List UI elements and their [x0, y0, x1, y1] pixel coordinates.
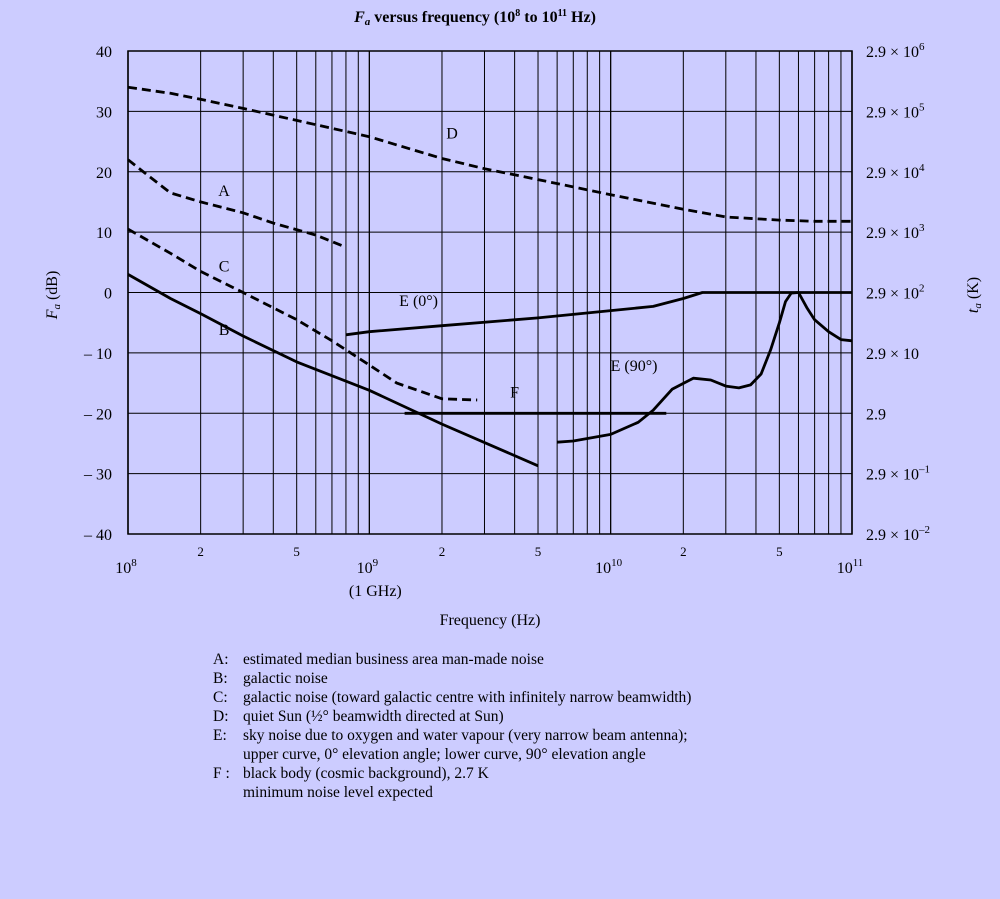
legend-text: sky noise due to oxygen and water vapour…: [243, 727, 688, 744]
series-line-d: [127, 85, 852, 223]
series-line-e-0: [345, 291, 852, 337]
x-tick-label-minor: 5: [535, 544, 542, 559]
x-axis-title: Frequency (Hz): [440, 612, 541, 629]
y-axis-title-left: Fa (dB): [44, 271, 63, 321]
series-layer: A B C D E (0°) E (90°) F: [127, 85, 853, 468]
x-tick-label-minor: 2: [680, 544, 687, 559]
legend: A: estimated median business area man-mad…: [213, 650, 691, 802]
legend-key: B:: [213, 670, 228, 687]
y-tick-label-right: 2.9 × 105: [866, 101, 925, 121]
legend-text-continued: upper curve, 0° elevation angle; lower c…: [243, 746, 646, 763]
y-tick-label-right: 2.9 × 10–2: [866, 524, 930, 544]
series-line-b: [127, 273, 539, 468]
legend-item: B: galactic noise: [213, 669, 691, 688]
x-tick-label-minor: 5: [293, 544, 300, 559]
legend-key: E:: [213, 727, 227, 744]
series-label-e-90: E (90°): [611, 358, 658, 375]
x-tick-label-major: 1011: [837, 557, 864, 577]
legend-key: F :: [213, 765, 230, 782]
x-tick-label-minor: 2: [197, 544, 204, 559]
x-tick-label-major: 109: [357, 557, 379, 577]
x-tick-label-major: 108: [115, 557, 137, 577]
series-label-b: B: [219, 322, 230, 339]
y-tick-label-right: 2.9 × 103: [866, 222, 925, 242]
legend-item: F : black body (cosmic background), 2.7 K: [213, 764, 691, 783]
series-label-a: A: [218, 183, 230, 200]
y-tick-label-left: 40: [96, 44, 112, 61]
legend-text: quiet Sun (½° beamwidth directed at Sun): [243, 708, 504, 725]
y-tick-label-left: – 20: [83, 406, 112, 423]
y-tick-label-right: 2.9 × 10: [866, 346, 919, 363]
x-tick-label-minor: 2: [439, 544, 446, 559]
y-tick-label-right: 2.9 × 102: [866, 283, 925, 303]
y-tick-label-left: – 30: [83, 467, 112, 484]
plot-grid: [127, 50, 853, 535]
y-tick-label-left: 30: [96, 104, 112, 121]
legend-text: galactic noise: [243, 670, 328, 687]
y-tick-label-left: 20: [96, 165, 112, 182]
legend-item: D: quiet Sun (½° beamwidth directed at Su…: [213, 707, 691, 726]
series-line-e-90: [556, 291, 853, 444]
series-label-f: F: [510, 385, 519, 402]
series-label-d: D: [446, 126, 458, 143]
y-tick-label-left: – 40: [83, 527, 112, 544]
legend-text-continued: minimum noise level expected: [243, 784, 433, 801]
legend-item: A: estimated median business area man-mad…: [213, 650, 691, 669]
x-tick-label-extra: (1 GHz): [349, 583, 402, 600]
legend-text: estimated median business area man-made …: [243, 651, 544, 668]
legend-key: A:: [213, 651, 229, 668]
axis-labels: 40 30 20 10 0 – 10 – 20 – 30 – 40 2.9 × 106 2.9 × …: [83, 41, 930, 600]
y-tick-label-right: 2.9 × 106: [866, 41, 925, 61]
series-line-a: [127, 158, 347, 249]
y-tick-label-right: 2.9 × 10–1: [866, 464, 930, 484]
legend-item: E: sky noise due to oxygen and water vapo…: [213, 726, 691, 745]
x-tick-label-major: 1010: [595, 557, 623, 577]
y-tick-label-left: 10: [96, 225, 112, 242]
legend-key: C:: [213, 689, 228, 706]
legend-text: black body (cosmic background), 2.7 K: [243, 765, 489, 782]
series-label-e-0: E (0°): [399, 293, 438, 310]
x-tick-label-minor: 5: [776, 544, 783, 559]
y-tick-label-right: 2.9: [866, 406, 886, 423]
series-label-c: C: [219, 258, 230, 275]
chart-title: Fa versus frequency (108 to 1011 Hz): [353, 8, 596, 28]
y-tick-label-right: 2.9 × 104: [866, 162, 925, 182]
legend-key: D:: [213, 708, 229, 725]
y-tick-label-left: – 10: [83, 346, 112, 363]
y-axis-title-right: ta (K): [965, 277, 984, 313]
legend-text: galactic noise (toward galactic centre w…: [243, 689, 692, 706]
series-line-c: [127, 227, 478, 402]
legend-item: C: galactic noise (toward galactic centre…: [213, 688, 691, 707]
y-tick-label-left: 0: [104, 286, 112, 303]
